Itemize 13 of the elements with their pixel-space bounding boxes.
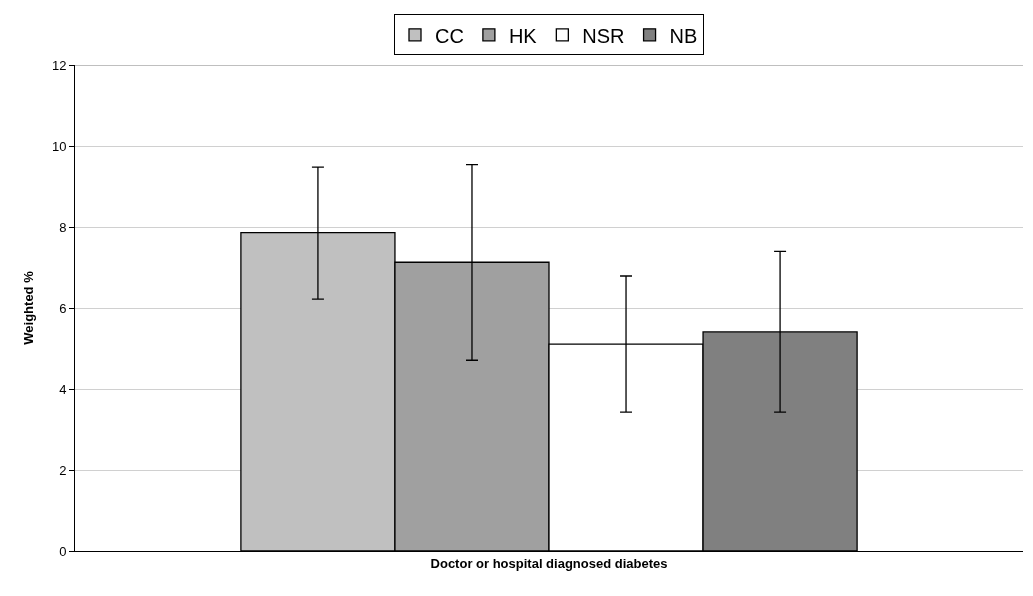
- x-tick-label: Doctor or hospital diagnosed diabetes: [430, 555, 668, 571]
- legend-label: CC: [435, 24, 464, 47]
- y-tick-label: 4: [59, 381, 67, 397]
- legend-label: NSR: [582, 24, 625, 47]
- y-tick-label: 0: [59, 543, 67, 559]
- y-tick-label: 10: [51, 138, 67, 154]
- y-axis-title: Weighted %: [20, 270, 36, 345]
- y-tick-label: 8: [59, 219, 67, 235]
- y-tick-label: 2: [59, 462, 67, 478]
- legend-label: HK: [508, 24, 538, 47]
- y-tick-label: 12: [51, 57, 67, 73]
- y-tick-label: 6: [59, 300, 67, 316]
- legend-label: NB: [669, 24, 698, 47]
